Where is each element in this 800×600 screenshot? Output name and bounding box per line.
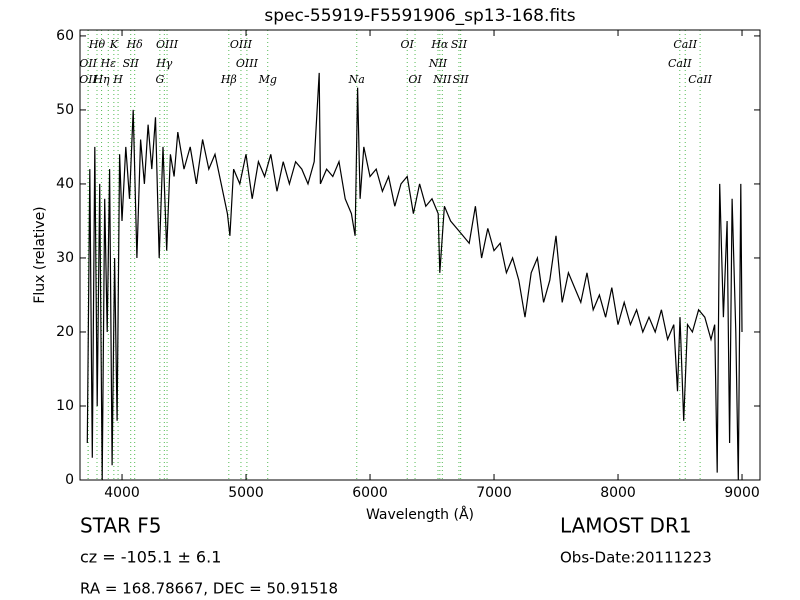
emission-label: Hε bbox=[100, 57, 117, 70]
emission-label: NII bbox=[432, 73, 452, 86]
emission-label: OII bbox=[79, 57, 97, 70]
x-tick-label: 8000 bbox=[600, 485, 636, 501]
emission-label: OIII bbox=[156, 38, 179, 51]
x-tick-label: 6000 bbox=[352, 485, 388, 501]
emission-label: NII bbox=[428, 57, 448, 70]
emission-label: H bbox=[112, 73, 123, 86]
obs-date: Obs-Date:20111223 bbox=[560, 549, 712, 567]
chart-title: spec-55919-F5591906_sp13-168.fits bbox=[264, 6, 575, 26]
emission-label: Mg bbox=[258, 73, 277, 86]
emission-label: OI bbox=[401, 38, 415, 51]
x-tick-label: 9000 bbox=[724, 485, 760, 501]
emission-label: OIII bbox=[230, 38, 253, 51]
x-tick-label: 7000 bbox=[476, 485, 512, 501]
plot-frame bbox=[79, 29, 761, 481]
x-tick-label: 5000 bbox=[228, 485, 264, 501]
emission-label: G bbox=[155, 73, 164, 86]
emission-label: Hβ bbox=[220, 73, 237, 86]
y-tick-label: 60 bbox=[56, 28, 74, 44]
y-tick-label: 50 bbox=[56, 102, 74, 118]
redshift: cz = -105.1 ± 6.1 bbox=[80, 548, 221, 567]
emission-label: OII bbox=[79, 73, 97, 86]
emission-label: OI bbox=[408, 73, 422, 86]
y-axis-label: Flux (relative) bbox=[32, 206, 48, 303]
spectrum bbox=[86, 72, 743, 480]
emission-label: OIII bbox=[236, 57, 259, 70]
emission-label: Hδ bbox=[126, 38, 144, 51]
survey: LAMOST DR1 bbox=[560, 514, 692, 538]
emission-label: CaII bbox=[668, 57, 692, 70]
y-tick-label: 30 bbox=[56, 250, 74, 266]
y-tick-label: 40 bbox=[56, 176, 74, 192]
x-tick-label: 4000 bbox=[104, 485, 140, 501]
y-tick-label: 10 bbox=[56, 398, 74, 414]
emission-label: Hγ bbox=[155, 57, 173, 70]
emission-label: Hα bbox=[430, 38, 449, 51]
emission-label: SII bbox=[123, 57, 140, 70]
emission-label: CaII bbox=[688, 73, 712, 86]
emission-label: Na bbox=[348, 73, 365, 86]
emission-label: Hθ bbox=[88, 38, 106, 51]
x-axis-label: Wavelength (Å) bbox=[366, 506, 474, 523]
coordinates: RA = 168.78667, DEC = 50.91518 bbox=[80, 580, 338, 598]
emission-label: K bbox=[109, 38, 119, 51]
emission-label: Hη bbox=[92, 73, 110, 86]
y-tick-label: 0 bbox=[65, 472, 74, 488]
y-tick-label: 20 bbox=[56, 324, 74, 340]
object-class: STAR F5 bbox=[80, 514, 162, 538]
emission-label: SII bbox=[451, 38, 468, 51]
emission-label: SII bbox=[453, 73, 470, 86]
emission-label: CaII bbox=[673, 38, 697, 51]
